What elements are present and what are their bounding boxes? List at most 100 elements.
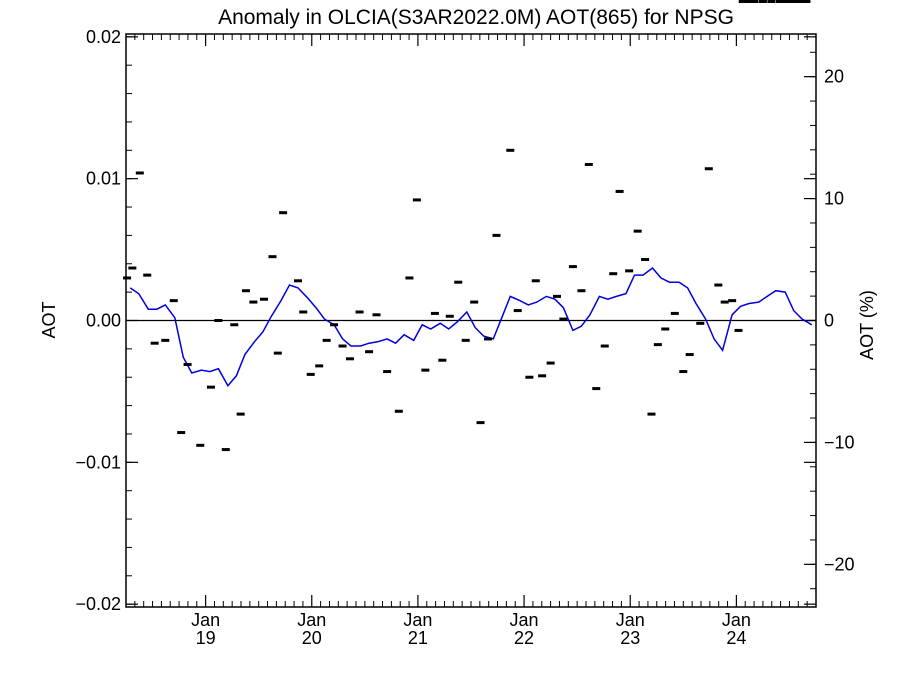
x-tick-label-year: 20 (302, 628, 322, 648)
data-marker (734, 328, 743, 332)
x-tick-label-year: 22 (514, 628, 534, 648)
data-marker (169, 299, 178, 303)
data-marker (798, 0, 807, 3)
y-tick-label: 0.01 (86, 169, 121, 189)
data-marker (546, 361, 555, 365)
data-marker (492, 233, 501, 237)
data-marker (767, 0, 776, 3)
data-marker (577, 289, 586, 293)
data-marker (338, 344, 347, 348)
data-marker (293, 279, 302, 283)
data-marker (476, 421, 485, 425)
data-marker (394, 409, 403, 413)
data-marker (704, 167, 713, 171)
series-markers (123, 0, 811, 452)
data-marker (177, 431, 186, 435)
data-marker (299, 310, 308, 314)
data-marker (738, 0, 747, 3)
chart-title: Anomaly in OLCIA(S3AR2022.0M) AOT(865) f… (218, 6, 734, 29)
data-marker (696, 321, 705, 325)
data-marker (438, 358, 447, 362)
data-marker (661, 327, 670, 331)
data-marker (750, 0, 759, 3)
data-marker (790, 0, 799, 3)
y-axis-ticks: −0.02 −0.01 0.00 0.01 0.02 (75, 27, 816, 614)
data-marker (249, 300, 258, 304)
x-tick-label-month: Jan (297, 610, 326, 630)
data-marker (670, 311, 679, 315)
x-tick-label-year: 19 (196, 628, 216, 648)
data-marker (383, 370, 392, 374)
y2-tick-label: 10 (824, 189, 844, 209)
y2-tick-label: 20 (824, 67, 844, 87)
data-marker (592, 387, 601, 391)
data-marker (506, 148, 515, 152)
data-marker (783, 0, 792, 3)
data-marker (720, 300, 729, 304)
x-tick-label-month: Jan (722, 610, 751, 630)
y2-tick-label: 0 (824, 311, 834, 331)
data-marker (206, 385, 215, 389)
data-marker (430, 311, 439, 315)
series-line-anomaly (129, 266, 813, 388)
data-marker (633, 229, 642, 233)
x-tick-label-year: 21 (408, 628, 428, 648)
data-marker (260, 297, 268, 301)
data-marker (641, 258, 650, 262)
data-marker (135, 171, 144, 175)
data-marker (609, 272, 618, 276)
data-marker (568, 265, 577, 269)
data-marker (745, 0, 754, 3)
data-marker (161, 338, 170, 342)
data-marker (531, 279, 540, 283)
data-marker (584, 162, 593, 166)
y-tick-label: 0.02 (86, 27, 121, 47)
data-marker (322, 338, 331, 342)
x-tick-label-month: Jan (616, 610, 645, 630)
data-marker (241, 289, 250, 293)
y2-axis-ticks: −20 −10 0 10 20 (804, 51, 855, 590)
data-marker (183, 362, 192, 366)
data-marker (405, 276, 414, 280)
data-marker (775, 0, 784, 3)
data-marker (445, 314, 454, 318)
data-marker (538, 374, 547, 378)
data-marker (653, 343, 662, 347)
data-marker (230, 323, 239, 327)
data-marker (421, 368, 430, 372)
data-marker (625, 269, 634, 273)
x-tick-label-year: 23 (620, 628, 640, 648)
data-marker (345, 357, 354, 361)
data-marker (372, 313, 381, 317)
x-tick-label-month: Jan (191, 610, 220, 630)
data-marker (454, 280, 463, 284)
data-marker (236, 412, 245, 416)
y-axis-label: AOT (39, 301, 59, 338)
data-marker (513, 309, 522, 313)
data-marker (679, 370, 688, 374)
data-marker (306, 372, 315, 376)
x-tick-label-year: 24 (726, 628, 746, 648)
data-marker (214, 319, 223, 322)
data-marker (483, 337, 492, 341)
data-marker (315, 364, 324, 368)
y-tick-label: 0.00 (86, 311, 121, 331)
y-tick-label: −0.02 (75, 594, 121, 614)
data-marker (758, 0, 767, 3)
data-marker (552, 294, 561, 298)
data-marker (600, 344, 609, 348)
data-marker (685, 353, 694, 357)
data-marker (221, 448, 230, 452)
data-marker (150, 341, 159, 345)
data-marker (123, 276, 132, 280)
x-tick-label-month: Jan (403, 610, 432, 630)
data-marker (143, 273, 152, 277)
data-marker (128, 266, 137, 270)
data-marker (196, 443, 205, 447)
data-marker (268, 255, 277, 259)
data-marker (461, 338, 470, 342)
data-marker (714, 283, 723, 287)
data-marker (559, 317, 568, 321)
